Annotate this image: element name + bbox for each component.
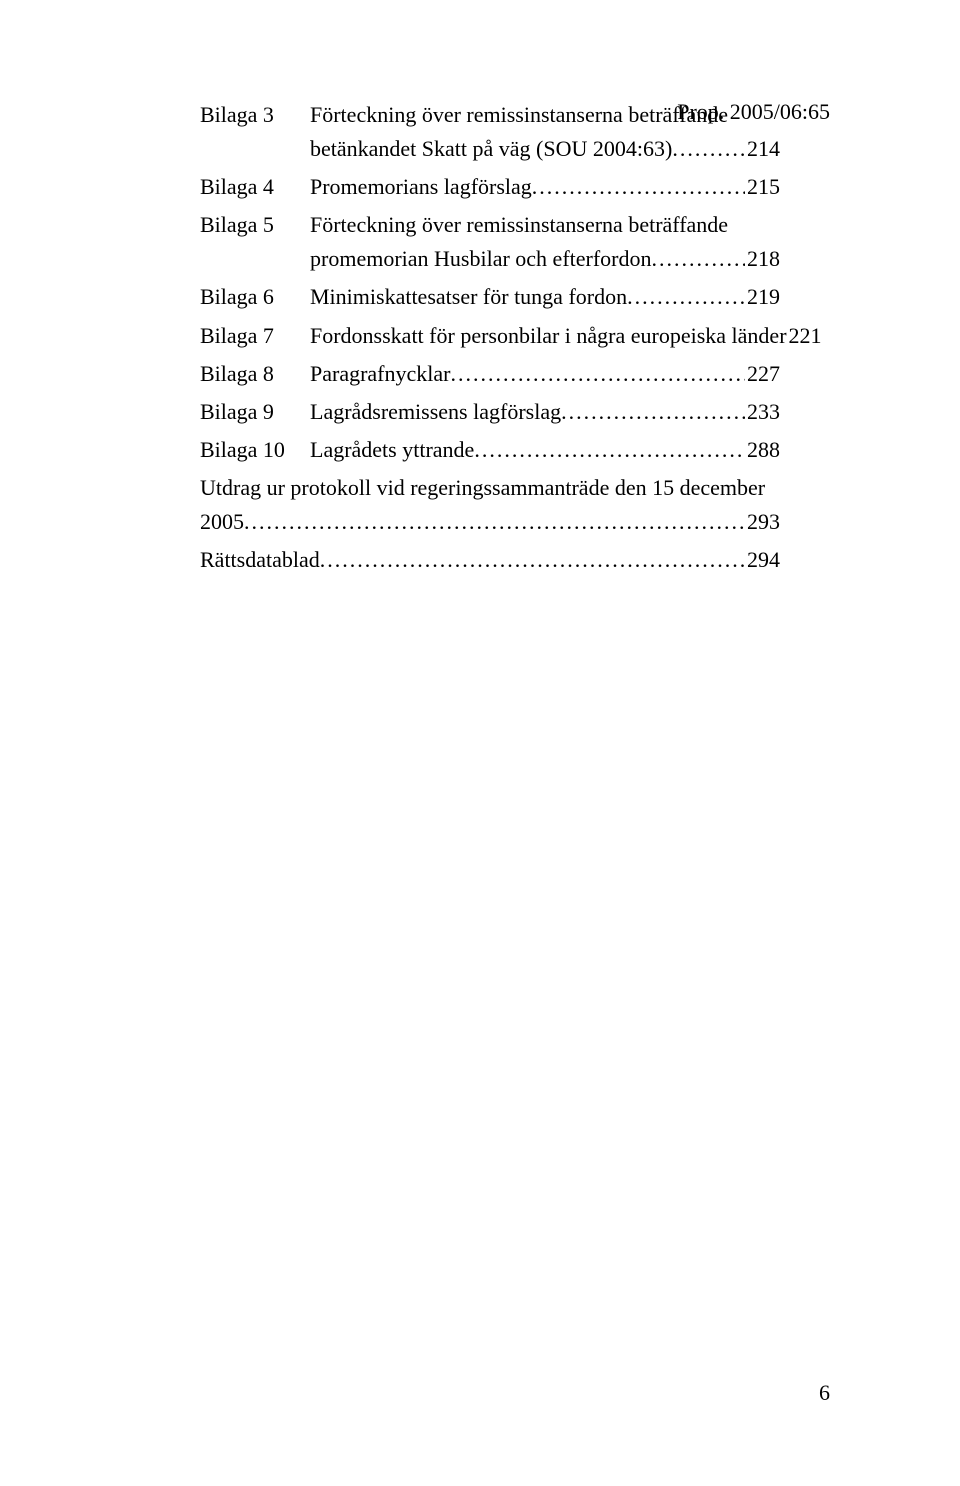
toc-item-desc: Minimiskattesatser för tunga fordon ....… [310, 280, 780, 314]
toc-item: Bilaga 5 Förteckning över remissinstanse… [200, 208, 780, 276]
header-prop-number: Prop. 2005/06:65 [677, 98, 830, 127]
toc-item-desc: Promemorians lagförslag ................… [310, 170, 780, 204]
toc-item-lead: Rättsdatablad [200, 543, 320, 577]
toc-item: Bilaga 6 Minimiskattesatser för tunga fo… [200, 280, 780, 314]
toc-item-desc: Lagrådets yttrande .....................… [310, 433, 780, 467]
toc-item-page: 293 [745, 505, 780, 539]
toc-item: Bilaga 8 Paragrafnycklar ...............… [200, 357, 780, 391]
toc-dots: ........................................… [652, 242, 746, 276]
toc-item-page: 233 [745, 395, 780, 429]
toc-item-label: Bilaga 4 [200, 170, 310, 204]
toc-item-page: 294 [745, 543, 780, 577]
toc-item-lead: 2005 [200, 505, 244, 539]
toc-dots: ........................................… [532, 170, 745, 204]
toc-item-lastline: Promemorians lagförslag ................… [310, 170, 780, 204]
toc-item-lead: Promemorians lagförslag [310, 170, 532, 204]
toc-item-lastline: Rättsdatablad ..........................… [200, 543, 780, 577]
toc-item-line: Utdrag ur protokoll vid regeringssammant… [200, 471, 780, 505]
toc-bottom-item: Rättsdatablad ..........................… [200, 543, 780, 577]
page: Prop. 2005/06:65 Bilaga 3 Förteckning öv… [0, 0, 960, 1486]
toc-item-lastline: Lagrådsremissens lagförslag ............… [310, 395, 780, 429]
toc-item-lastline: Fordonsskatt för personbilar i några eur… [310, 319, 780, 353]
toc-item-lastline: 2005 ...................................… [200, 505, 780, 539]
toc-item-label: Bilaga 6 [200, 280, 310, 314]
toc-item-lead: Lagrådets yttrande [310, 433, 474, 467]
toc-item-label: Bilaga 9 [200, 395, 310, 429]
toc-item-label: Bilaga 3 [200, 98, 310, 166]
toc-dots: ........................................… [627, 280, 745, 314]
toc-item-label: Bilaga 8 [200, 357, 310, 391]
toc-item-lead: promemorian Husbilar och efterfordon [310, 242, 652, 276]
toc-item-label: Bilaga 7 [200, 319, 310, 353]
toc-dots: ........................................… [320, 543, 745, 577]
toc-dots: ........................................… [450, 357, 745, 391]
toc-item-lead: Minimiskattesatser för tunga fordon [310, 280, 627, 314]
toc-item: Bilaga 9 Lagrådsremissens lagförslag ...… [200, 395, 780, 429]
toc-item-label: Bilaga 5 [200, 208, 310, 276]
toc-bottom-list: Utdrag ur protokoll vid regeringssammant… [200, 471, 780, 577]
toc-item-lead: Paragrafnycklar [310, 357, 450, 391]
toc-item-page: 219 [745, 280, 780, 314]
toc-item-lead: Fordonsskatt för personbilar i några eur… [310, 319, 787, 353]
toc-dots: ........................................… [561, 395, 745, 429]
toc-item-lastline: Lagrådets yttrande .....................… [310, 433, 780, 467]
toc-item-page: 227 [745, 357, 780, 391]
toc-item-desc: Paragrafnycklar ........................… [310, 357, 780, 391]
toc-item-desc: Fordonsskatt för personbilar i några eur… [310, 319, 780, 353]
toc-item-page: 215 [745, 170, 780, 204]
toc-item-lastline: Minimiskattesatser för tunga fordon ....… [310, 280, 780, 314]
toc-bottom-item: Utdrag ur protokoll vid regeringssammant… [200, 471, 780, 539]
toc-item-lastline: promemorian Husbilar och efterfordon ...… [310, 242, 780, 276]
toc-item-page: 214 [745, 132, 780, 166]
toc-item-desc: Förteckning över remissinstanserna beträ… [310, 208, 780, 276]
toc-item-lastline: Paragrafnycklar ........................… [310, 357, 780, 391]
toc-item-lead: betänkandet Skatt på väg (SOU 2004:63) [310, 132, 672, 166]
toc-item-lead: Lagrådsremissens lagförslag [310, 395, 561, 429]
toc-item: Bilaga 4 Promemorians lagförslag .......… [200, 170, 780, 204]
toc-dots: ........................................… [244, 505, 745, 539]
toc-item-line: Förteckning över remissinstanserna beträ… [310, 208, 780, 242]
toc-bilaga-list: Bilaga 3 Förteckning över remissinstanse… [200, 98, 780, 467]
toc-item-label: Bilaga 10 [200, 433, 310, 467]
toc-dots: ........................................… [672, 132, 745, 166]
toc-item-page: 218 [745, 242, 780, 276]
toc-item-lastline: betänkandet Skatt på väg (SOU 2004:63) .… [310, 132, 780, 166]
toc-item-page: 288 [745, 433, 780, 467]
toc-item: Bilaga 7 Fordonsskatt för personbilar i … [200, 319, 780, 353]
toc-dots: ........................................… [474, 433, 745, 467]
toc-item: Bilaga 10 Lagrådets yttrande ...........… [200, 433, 780, 467]
toc-item-desc: Lagrådsremissens lagförslag ............… [310, 395, 780, 429]
page-number: 6 [819, 1380, 830, 1406]
toc-item-page: 221 [787, 319, 822, 353]
